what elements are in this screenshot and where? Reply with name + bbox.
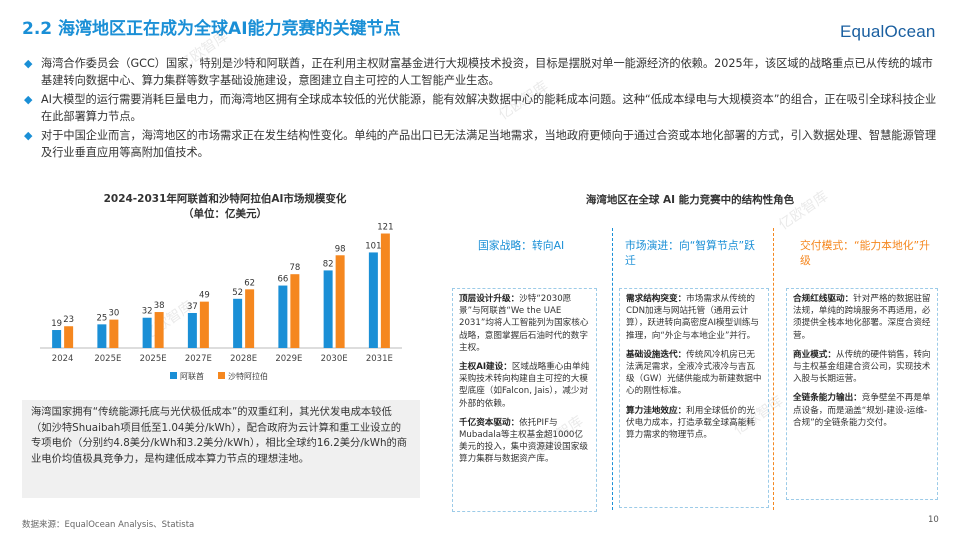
item-text: 依托PIF与Mubadala等主权基金超1000亿美元的投入，集中资源建设国家级… — [459, 417, 588, 465]
column-divider — [612, 228, 613, 510]
bar-uae — [233, 298, 243, 348]
bar-saudi — [109, 319, 119, 348]
data-label: 66 — [277, 275, 288, 285]
x-tick-label: 2031E — [366, 354, 393, 364]
column-item: 合规红线驱动：针对严格的数据驻留法规，单纯的跨境服务不再适用，必须提供全栈本地化… — [793, 293, 931, 342]
bar-saudi — [154, 312, 164, 348]
item-label: 主权AI建设： — [459, 362, 512, 373]
column-head-market-evolution: 市场演进：向“智算节点”跃迁 — [625, 239, 755, 267]
x-tick-label: 2029E — [275, 354, 302, 364]
data-label: 82 — [323, 259, 334, 269]
bar-saudi — [245, 289, 255, 348]
item-text: 区域战略重心由单纯采购技术转向构建自主可控的大模型底座（如Falcon, Jai… — [459, 362, 590, 409]
bar-uae — [52, 330, 62, 348]
item-text: 利用全球低价的光伏电力成本，打造承载全球高能耗算力需求的物理节点。 — [626, 405, 755, 441]
column-item: 主权AI建设：区域战略重心由单纯采购技术转向构建自主可控的大模型底座（如Falc… — [459, 361, 590, 410]
bullet-text: 海湾合作委员会（GCC）国家，特别是沙特和阿联酋，正在利用主权财富基金进行大规模… — [41, 57, 933, 87]
column-item: 基础设施迭代：传统风冷机房已无法满足需求，全液冷式液冷与吉瓦级（GW）光储供能成… — [626, 349, 762, 398]
data-label: 37 — [187, 302, 198, 312]
column-box-national-strategy: 顶层设计升级：沙特“2030愿景”与阿联酋“We the UAE 2031”均将… — [452, 288, 597, 512]
x-tick-label: 2027E — [185, 354, 212, 364]
column-box-market-evolution: 需求结构突变：市场需求从传统的CDN加速与网站托管（通用云计算），跃进转向高密度… — [619, 288, 769, 508]
bar-saudi — [64, 326, 74, 348]
bullet-item: ◆ AI大模型的运行需要消耗巨量电力，而海湾地区拥有全球成本较低的光伏能源，能有… — [24, 92, 942, 125]
bullet-text: AI大模型的运行需要消耗巨量电力，而海湾地区拥有全球成本较低的光伏能源，能有效解… — [41, 93, 937, 123]
bar-uae — [187, 312, 197, 348]
item-label: 需求结构突变： — [626, 294, 687, 304]
bar-saudi — [380, 233, 390, 348]
x-tick-label: 2028E — [230, 354, 257, 364]
data-label: 32 — [142, 307, 153, 317]
item-text: 市场需求从传统的CDN加速与网站托管（通用云计算），跃进转向高密度AI模型训练与… — [626, 294, 760, 341]
data-label: 23 — [63, 315, 74, 325]
data-label: 62 — [244, 278, 255, 288]
bullet-diamond-icon: ◆ — [24, 93, 33, 106]
chart-title-unit: （单位：亿美元） — [183, 208, 267, 220]
column-item: 顶层设计升级：沙特“2030愿景”与阿联酋“We the UAE 2031”均将… — [459, 293, 590, 354]
bar-saudi — [335, 255, 345, 348]
item-label: 算力洼地效应： — [626, 405, 687, 416]
legend-swatch — [218, 372, 225, 379]
x-tick-label: 2025E — [140, 354, 167, 364]
data-label: 25 — [96, 313, 107, 323]
chart-title-main: 2024-2031年阿联酋和沙特阿拉伯AI市场规模变化 — [103, 193, 347, 205]
data-label: 38 — [154, 301, 165, 311]
data-label: 52 — [232, 288, 243, 298]
bullet-item: ◆ 海湾合作委员会（GCC）国家，特别是沙特和阿联酋，正在利用主权财富基金进行大… — [24, 56, 942, 89]
column-item: 商业模式：从传统的硬件销售，转向与主权基金组建合资公司，实现技术入股与长期运营。 — [793, 349, 931, 386]
bar-uae — [97, 324, 107, 348]
column-item: 需求结构突变：市场需求从传统的CDN加速与网站托管（通用云计算），跃进转向高密度… — [626, 293, 762, 342]
page-title: 2.2 海湾地区正在成为全球AI能力竞赛的关键节点 — [22, 19, 401, 39]
column-item: 全链条能力输出：竞争壁垒不再是单点设备，而是涵盖“规划-建设-运维-合规”的全链… — [793, 392, 931, 429]
structure-diagram-title: 海湾地区在全球 AI 能力竞赛中的结构性角色 — [585, 194, 795, 206]
item-text: 从传统的硬件销售，转向与主权基金组建合资公司，实现技术入股与长期运营。 — [793, 349, 931, 385]
column-item: 算力洼地效应：利用全球低价的光伏电力成本，打造承载全球高能耗算力需求的物理节点。 — [626, 405, 762, 442]
data-label: 19 — [51, 319, 62, 329]
bar-uae — [142, 317, 152, 348]
item-text: 竞争壁垒不再是单点设备，而是涵盖“规划-建设-运维-合规”的全链条能力交付。 — [793, 393, 931, 428]
column-divider — [773, 228, 774, 510]
item-label: 顶层设计升级： — [459, 294, 520, 304]
column-head-delivery-mode: 交付模式：“能力本地化”升级 — [800, 239, 930, 267]
bar-saudi — [199, 301, 209, 348]
item-text: 沙特“2030愿景”与阿联酋“We the UAE 2031”均将人工智能列为国… — [459, 294, 589, 353]
item-label: 千亿资本驱动： — [459, 417, 520, 428]
data-label: 78 — [289, 263, 300, 273]
bar-uae — [368, 252, 378, 348]
bar-uae — [323, 270, 333, 348]
legend-swatch — [170, 372, 177, 379]
page-number: 10 — [928, 515, 939, 525]
item-label: 商业模式： — [793, 349, 836, 360]
x-tick-label: 2030E — [321, 354, 348, 364]
data-label: 98 — [335, 244, 346, 254]
x-tick-label: 2024 — [52, 354, 74, 364]
item-label: 基础设施迭代： — [626, 349, 687, 360]
bullet-diamond-icon: ◆ — [24, 129, 33, 142]
data-label: 30 — [108, 309, 119, 319]
x-tick-label: 2025E — [94, 354, 121, 364]
chart-title: 2024-2031年阿联酋和沙特阿拉伯AI市场规模变化 （单位：亿美元） — [60, 192, 390, 222]
column-item: 千亿资本驱动：依托PIF与Mubadala等主权基金超1000亿美元的投入，集中… — [459, 417, 590, 466]
bar-saudi — [290, 274, 300, 348]
bullet-list: ◆ 海湾合作委员会（GCC）国家，特别是沙特和阿联酋，正在利用主权财富基金进行大… — [24, 56, 942, 164]
summary-note: 海湾国家拥有“传统能源托底与光伏极低成本”的双重红利，其光伏发电成本较低（如沙特… — [22, 400, 420, 498]
item-label: 全链条能力输出： — [793, 393, 862, 404]
bullet-text: 对于中国企业而言，海湾地区的市场需求正在发生结构性变化。单纯的产品出口已无法满足… — [41, 129, 937, 159]
bullet-item: ◆ 对于中国企业而言，海湾地区的市场需求正在发生结构性变化。单纯的产品出口已无法… — [24, 128, 942, 161]
item-label: 合规红线驱动： — [793, 294, 854, 304]
bullet-diamond-icon: ◆ — [24, 57, 33, 70]
source-footnote: 数据来源：EqualOcean Analysis、Statista — [22, 520, 195, 530]
data-label: 101 — [365, 241, 381, 251]
item-text: 传统风冷机房已无法满足需求，全液冷式液冷与吉瓦级（GW）光储供能成为新建数据中心… — [626, 349, 762, 397]
brand-logo: EqualOcean — [840, 22, 936, 41]
item-text: 针对严格的数据驻留法规，单纯的跨境服务不再适用，必须提供全栈本地化部署。深度合资… — [793, 294, 931, 341]
data-label: 121 — [377, 223, 393, 233]
data-label: 49 — [199, 291, 210, 301]
legend-label: 阿联酋 — [180, 371, 204, 381]
bar-uae — [278, 285, 288, 348]
column-box-delivery-mode: 合规红线驱动：针对严格的数据驻留法规，单纯的跨境服务不再适用，必须提供全栈本地化… — [786, 288, 938, 500]
column-head-national-strategy: 国家战略：转向AI — [478, 239, 565, 252]
legend-label: 沙特阿拉伯 — [228, 371, 268, 381]
